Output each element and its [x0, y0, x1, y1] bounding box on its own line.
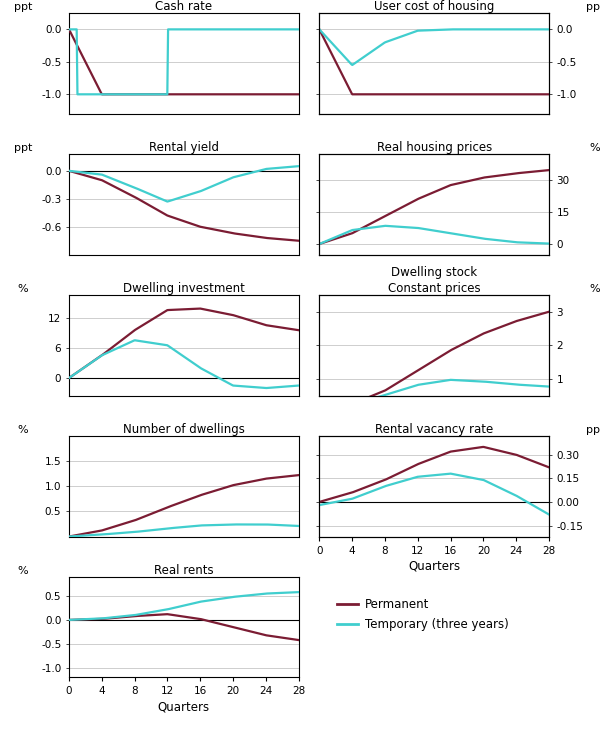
Legend: Permanent, Temporary (three years): Permanent, Temporary (three years)	[337, 598, 509, 631]
Title: User cost of housing: User cost of housing	[374, 0, 494, 13]
Y-axis label: %: %	[18, 566, 28, 576]
Y-axis label: %: %	[590, 143, 600, 153]
Title: Number of dwellings: Number of dwellings	[123, 423, 245, 436]
Y-axis label: %: %	[590, 284, 600, 294]
Y-axis label: ppt: ppt	[586, 2, 600, 12]
Y-axis label: ppt: ppt	[586, 425, 600, 435]
Title: Dwelling stock
Constant prices: Dwelling stock Constant prices	[388, 266, 481, 295]
Title: Real rents: Real rents	[154, 564, 214, 577]
Title: Rental vacancy rate: Rental vacancy rate	[375, 423, 493, 436]
Y-axis label: ppt: ppt	[14, 143, 32, 153]
Y-axis label: %: %	[18, 425, 28, 435]
Title: Rental yield: Rental yield	[149, 141, 219, 154]
Title: Real housing prices: Real housing prices	[377, 141, 492, 154]
X-axis label: Quarters: Quarters	[408, 560, 460, 573]
Y-axis label: ppt: ppt	[14, 2, 32, 12]
Y-axis label: %: %	[18, 284, 28, 294]
Title: Dwelling investment: Dwelling investment	[123, 282, 245, 295]
X-axis label: Quarters: Quarters	[158, 701, 210, 714]
Title: Cash rate: Cash rate	[155, 0, 212, 13]
